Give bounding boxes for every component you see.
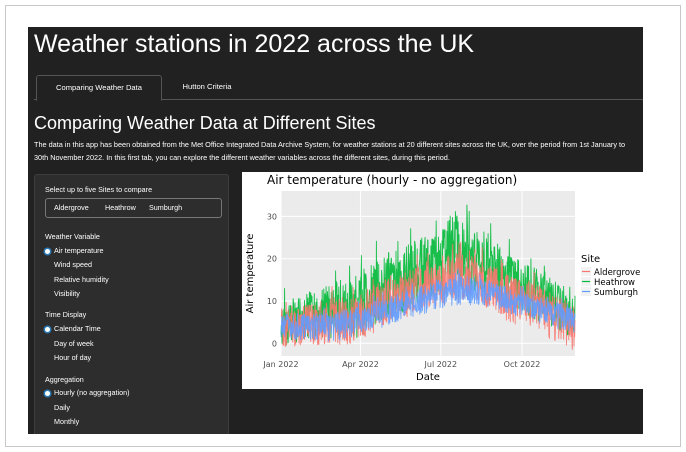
temperature-plot: Air temperature (hourly - no aggregation… [242, 172, 643, 389]
legend-label: Aldergrove [594, 268, 640, 278]
sites-select-label: Select up to five Sites to compare [45, 185, 153, 194]
tab-comparing-weather-data[interactable]: Comparing Weather Data [36, 75, 162, 101]
y-tick-label: 10 [267, 297, 277, 306]
radio-visibility[interactable]: Visibility [45, 289, 80, 298]
legend-title: Site [581, 254, 600, 265]
radio-hour-of-day[interactable]: Hour of day [45, 353, 91, 362]
radio-empty-icon [45, 278, 50, 283]
x-tick-label: Oct 2022 [504, 360, 541, 369]
x-axis-label: Date [416, 372, 440, 383]
radio-empty-icon [45, 406, 50, 411]
weather-variable-label: Weather Variable [45, 232, 100, 241]
radio-empty-icon [45, 263, 50, 268]
time-display-label: Time Display [45, 310, 87, 319]
y-tick-label: 30 [267, 212, 277, 221]
legend-label: Sumburgh [594, 288, 638, 298]
y-tick-label: 0 [272, 339, 277, 348]
radio-empty-icon [45, 292, 50, 297]
tab-hutton-criteria[interactable]: Hutton Criteria [182, 82, 232, 91]
radio-empty-icon [45, 420, 50, 425]
series-line-sumburgh [280, 268, 576, 342]
section-description: The data in this app has been obtained f… [34, 140, 626, 162]
radio-selected-icon [45, 248, 50, 254]
radio-selected-icon [45, 390, 50, 396]
radio-hourly[interactable]: Hourly (no aggregation) [45, 388, 130, 397]
site-chip[interactable]: Aldergrove [54, 203, 89, 212]
chart-title: Air temperature (hourly - no aggregation… [267, 173, 517, 187]
shiny-app: Weather stations in 2022 across the UK C… [28, 27, 643, 434]
chart-svg: Air temperature (hourly - no aggregation… [245, 173, 640, 383]
x-tick-label: Jul 2022 [424, 360, 458, 369]
radio-calendar-time[interactable]: Calendar Time [45, 324, 101, 333]
y-axis-label: Air temperature [245, 234, 256, 314]
radio-empty-icon [45, 342, 50, 347]
radio-air-temperature[interactable]: Air temperature [45, 246, 104, 255]
legend-label: Heathrow [594, 278, 635, 288]
radio-relative-humidity[interactable]: Relative humidity [45, 275, 109, 284]
tab-bar: Comparing Weather Data Hutton Criteria [34, 75, 643, 101]
radio-wind-speed[interactable]: Wind speed [45, 260, 92, 269]
x-tick-label: Apr 2022 [342, 360, 379, 369]
app-title: Weather stations in 2022 across the UK [34, 30, 475, 58]
radio-monthly[interactable]: Monthly [45, 417, 79, 426]
section-heading: Comparing Weather Data at Different Site… [34, 113, 376, 133]
y-tick-label: 20 [267, 255, 277, 264]
aggregation-label: Aggregation [45, 375, 84, 384]
sidebar-panel: Select up to five Sites to compare Alder… [34, 174, 229, 434]
site-chip[interactable]: Heathrow [105, 203, 136, 212]
radio-daily[interactable]: Daily [45, 403, 70, 412]
site-chip[interactable]: Sumburgh [149, 203, 183, 212]
radio-day-of-week[interactable]: Day of week [45, 339, 94, 348]
series-line-heathrow [280, 204, 576, 346]
sites-multiselect[interactable]: Aldergrove Heathrow Sumburgh [45, 198, 222, 218]
radio-empty-icon [45, 356, 50, 361]
radio-selected-icon [45, 326, 50, 332]
x-tick-label: Jan 2022 [262, 360, 298, 369]
